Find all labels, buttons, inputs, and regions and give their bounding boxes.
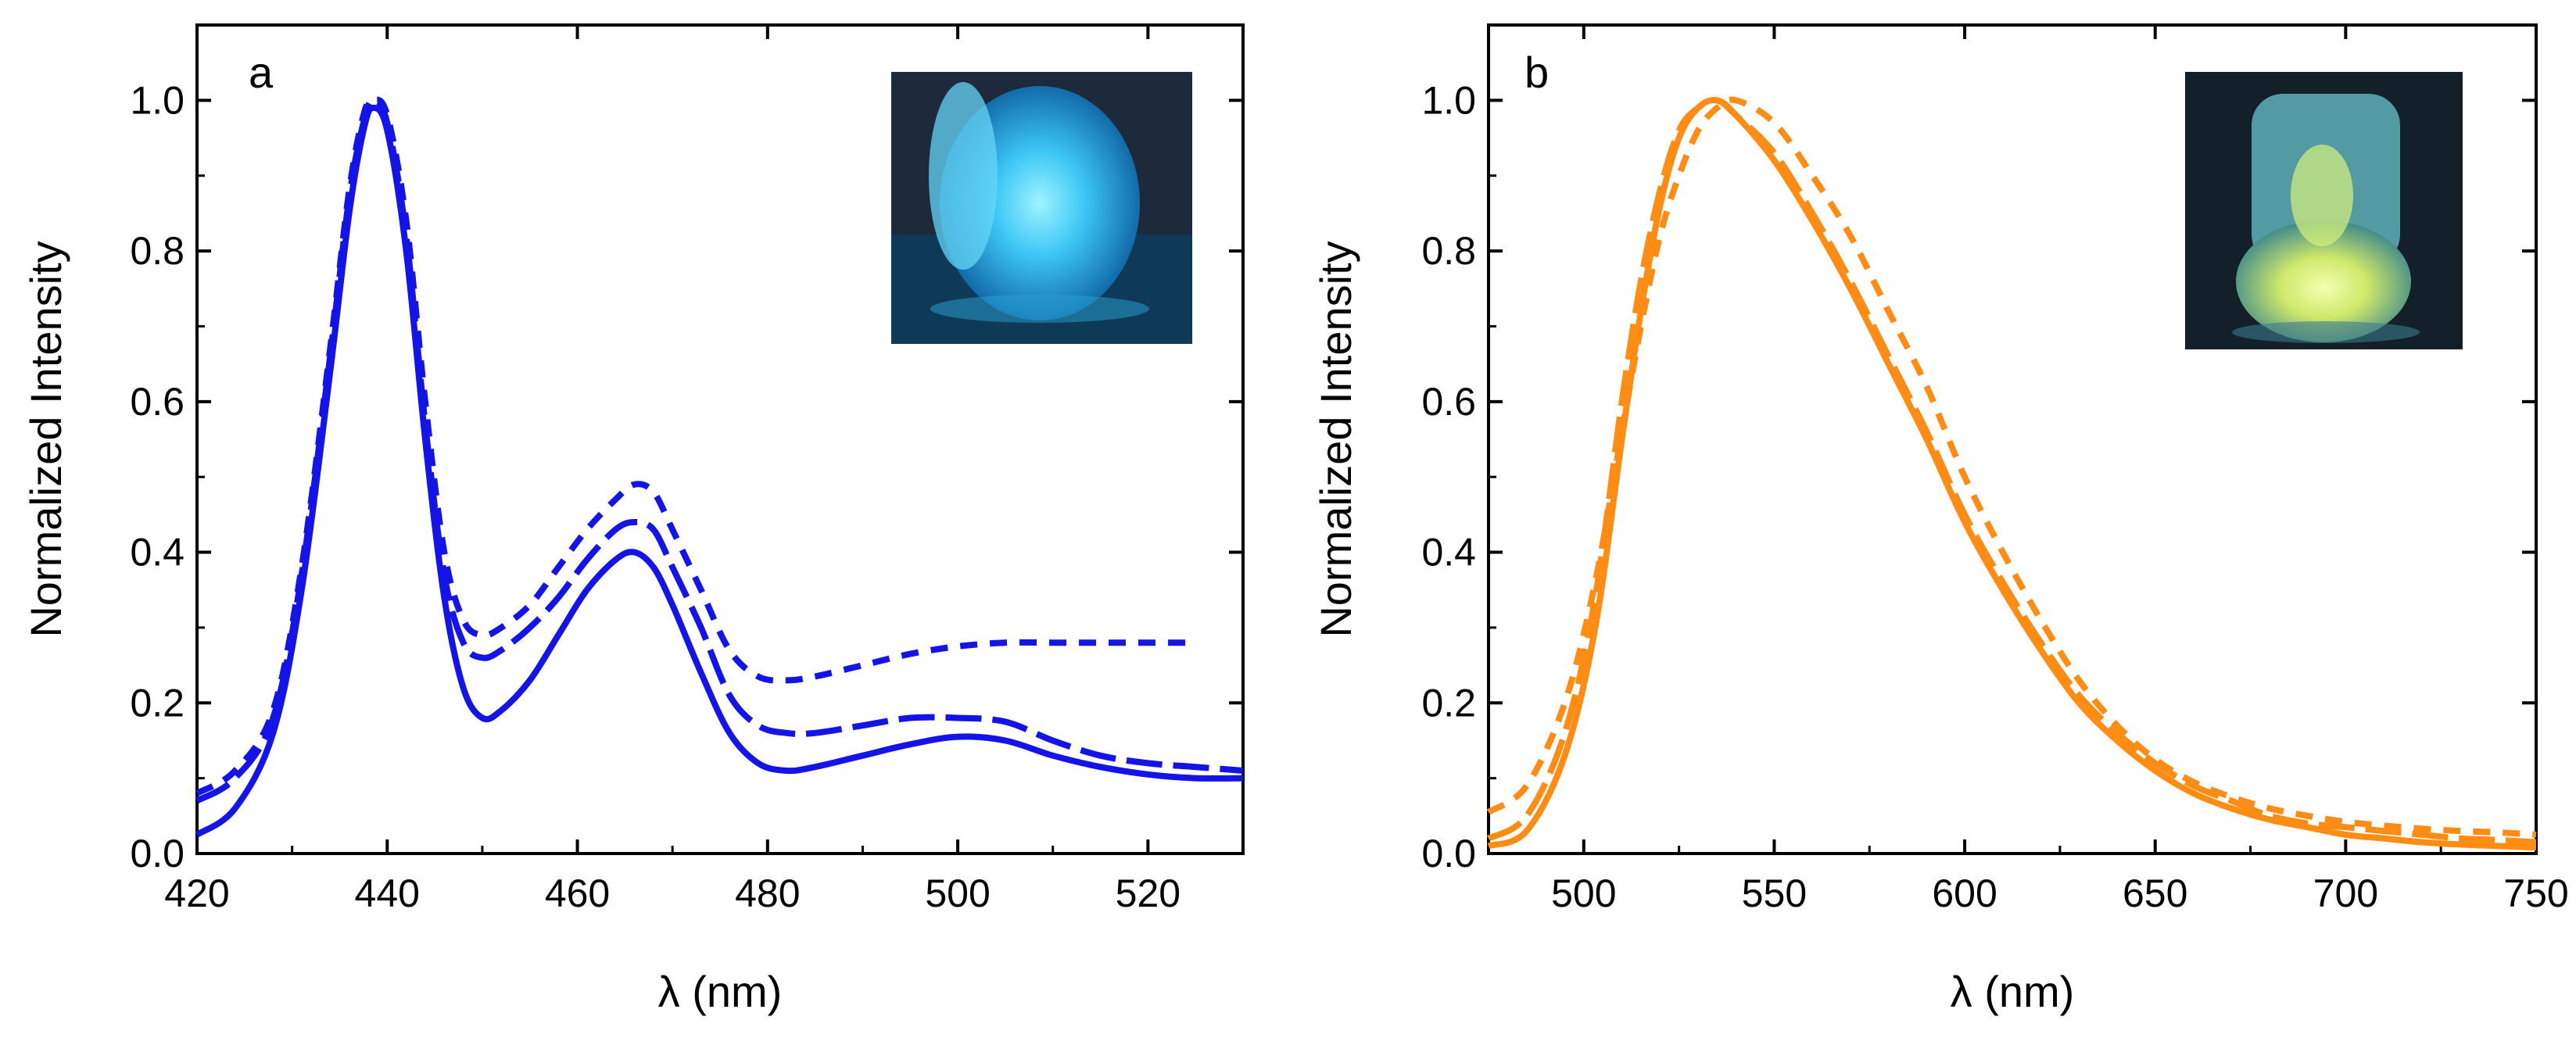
plot-frame xyxy=(1487,23,2538,855)
chart-panel-a: 420 440 460 480 500 520 0.00.20.40.60.81.0 a … xyxy=(21,23,1245,1016)
x-tick-label: 460 xyxy=(545,872,610,915)
y-tick-label: 0.2 xyxy=(130,681,185,725)
x-axis-title: λ (nm) xyxy=(658,967,783,1016)
inset-photo-green xyxy=(2185,72,2463,349)
x-axis-title: λ (nm) xyxy=(1951,967,2075,1016)
y-tick-labels: 0.0 0.2 0.4 0.6 0.8 1.0 xyxy=(1421,78,1476,875)
y-tick-label: 1.0 xyxy=(130,78,185,122)
panel-label-b: b xyxy=(1524,48,1549,97)
x-tick-label: 700 xyxy=(2313,872,2378,915)
y-tick-label: 0.6 xyxy=(1421,380,1476,424)
y-tick-label: 0.2 xyxy=(1421,681,1476,725)
series-line-solid xyxy=(1487,97,2537,851)
y-tick-label: 0.4 xyxy=(130,531,185,574)
y-tick-label: 0.4 xyxy=(1421,531,1476,574)
y-tick-label: 0.8 xyxy=(130,229,185,273)
y-tick-label: 1.0 xyxy=(1421,78,1476,122)
series-line-long-dash xyxy=(1486,97,2537,846)
inset-photo-blue xyxy=(891,72,1192,344)
series-line-short-dash xyxy=(195,96,1196,796)
x-tick-label: 520 xyxy=(1116,872,1181,915)
y-tick-label: 0.6 xyxy=(130,380,185,424)
x-tick-label: 600 xyxy=(1932,872,1997,915)
y-tick-label: 0.0 xyxy=(1421,832,1476,875)
series-group xyxy=(195,96,1244,838)
x-tick-label: 440 xyxy=(355,872,420,915)
x-tick-label: 480 xyxy=(735,872,800,915)
tick-marks xyxy=(195,25,1243,855)
x-tick-label: 750 xyxy=(2503,872,2568,915)
x-tick-label: 420 xyxy=(164,872,229,915)
x-tick-labels: 500 550 600 650 700 750 xyxy=(1551,872,2569,915)
tick-marks xyxy=(1489,25,2538,855)
x-tick-label: 500 xyxy=(1551,872,1616,915)
x-tick-label: 550 xyxy=(1742,872,1807,915)
y-tick-labels: 0.0 0.2 0.4 0.6 0.8 1.0 xyxy=(130,78,185,875)
y-tick-label: 0.0 xyxy=(130,832,185,875)
y-axis-title: Normalized Intensity xyxy=(21,241,70,637)
panel-label-a: a xyxy=(249,48,274,97)
y-tick-label: 0.8 xyxy=(1421,229,1476,273)
y-axis-title: Normalized Intensity xyxy=(1311,241,1360,637)
plot-frame xyxy=(195,23,1245,855)
x-tick-label: 500 xyxy=(925,872,990,915)
x-tick-label: 650 xyxy=(2123,872,2187,915)
chart-panel-b: 500 550 600 650 700 750 0.00.20.40.60.81.0 b … xyxy=(1311,23,2569,1016)
series-line-short-dash xyxy=(1486,96,2537,838)
x-tick-labels: 420 440 460 480 500 520 xyxy=(164,872,1181,915)
series-group xyxy=(1486,96,2537,851)
